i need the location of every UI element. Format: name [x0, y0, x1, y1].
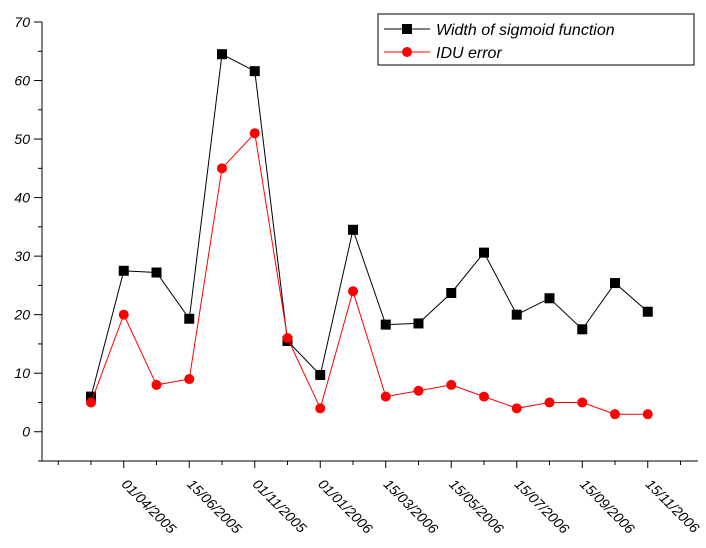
y-tick-label: 50: [14, 131, 30, 147]
x-tick-label: 01/04/2005: [119, 476, 180, 537]
x-tick-label: 15/07/2006: [512, 476, 573, 537]
data-point: [544, 397, 555, 408]
data-point: [249, 66, 260, 77]
data-point: [413, 318, 424, 329]
axes: 0 10 20 30 40 50 60 70 01/04/2005 15/06/2005 01/11…: [13, 14, 702, 537]
series-layer: [86, 49, 653, 420]
series-0: [86, 49, 653, 402]
x-tick-label: 01/11/2005: [250, 476, 310, 536]
data-point: [151, 379, 162, 390]
data-point: [86, 391, 96, 402]
legend-box: [377, 13, 695, 66]
data-point: [610, 409, 620, 420]
data-point: [249, 128, 260, 139]
data-point: [184, 374, 195, 385]
data-point: [184, 313, 195, 324]
data-point: [217, 163, 227, 174]
data-point: [413, 385, 424, 396]
data-point: [642, 409, 653, 420]
data-point: [479, 391, 489, 402]
y-tick-label: 60: [14, 73, 30, 89]
data-point: [315, 369, 326, 380]
data-point: [577, 397, 588, 408]
data-point: [217, 49, 227, 60]
data-point: [380, 391, 391, 402]
y-tick-label: 40: [14, 190, 30, 206]
y-tick-label: 0: [22, 424, 30, 440]
data-point: [610, 278, 620, 289]
x-tick-label: 15/03/2006: [381, 476, 442, 537]
data-point: [380, 319, 391, 330]
x-tick-label: 01/01/2006: [315, 476, 376, 537]
legend-label: Width of sigmoid function: [436, 22, 615, 39]
x-tick-label: 15/11/2006: [643, 476, 703, 536]
x-tick-label: 15/06/2005: [184, 476, 245, 537]
data-point: [446, 288, 457, 299]
legend-marker-square: [402, 24, 412, 34]
legend-label: IDU error: [436, 45, 502, 62]
data-point: [446, 379, 457, 390]
series-line: [90, 132, 648, 415]
series-line: [90, 53, 649, 397]
x-tick-label: 15/05/2006: [446, 476, 507, 537]
data-point: [315, 403, 326, 414]
legend: Width of sigmoid function IDU error: [377, 13, 695, 66]
data-point: [642, 306, 653, 317]
y-tick-label: 30: [14, 248, 30, 264]
x-tick-label: 15/09/2006: [577, 476, 638, 537]
data-point: [479, 247, 489, 258]
data-point: [348, 224, 358, 235]
legend-marker-circle: [402, 47, 412, 57]
y-tick-label: 70: [14, 14, 30, 30]
series-1: [86, 128, 653, 420]
data-point: [86, 397, 96, 408]
data-point: [118, 265, 129, 276]
data-point: [348, 286, 358, 297]
data-point: [511, 309, 522, 320]
data-point: [282, 333, 293, 344]
y-tick-label: 20: [13, 307, 30, 323]
data-point: [577, 324, 588, 335]
data-point: [544, 293, 555, 304]
data-point: [511, 403, 522, 414]
y-tick-label: 10: [14, 365, 30, 381]
data-point: [118, 309, 129, 320]
data-point: [151, 267, 162, 278]
